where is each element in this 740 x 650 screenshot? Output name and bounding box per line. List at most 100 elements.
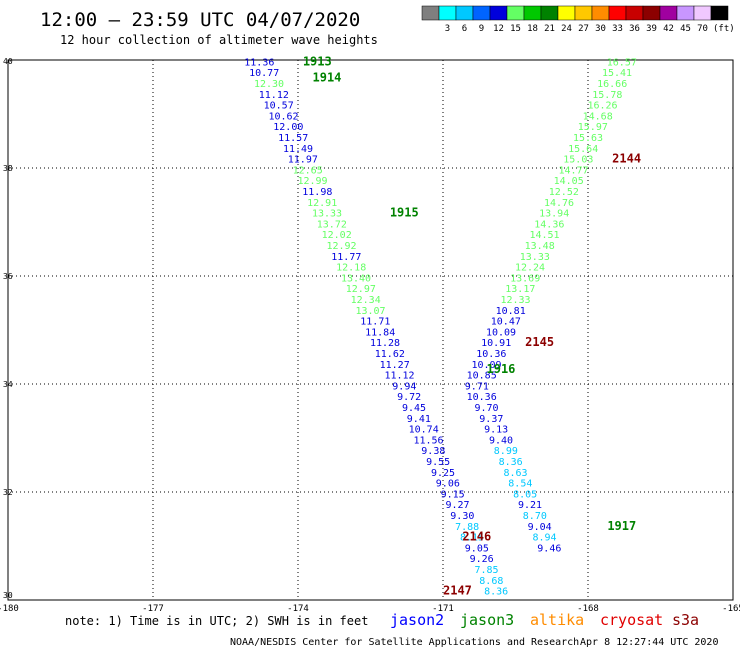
swh-value-label: 10.36 — [476, 349, 506, 360]
swh-value-label: 10.47 — [491, 317, 521, 328]
swh-value-label: 9.37 — [479, 414, 503, 425]
swh-value-label: 8.63 — [503, 468, 527, 479]
swh-value-label: 8.70 — [523, 511, 547, 522]
plot-area: -180 -177 -174 -171 -168 -165 30 32 34 36 38 40 11.3… — [0, 54, 740, 614]
swh-value-label: 10.62 — [268, 111, 298, 122]
swh-value-label: 15.41 — [602, 68, 632, 79]
swh-value-label: 9.94 — [392, 381, 416, 392]
legend-swatch — [455, 5, 474, 21]
time-label: 2147 — [443, 584, 472, 598]
swh-value-label: 10.91 — [481, 338, 511, 349]
swh-value-label: 11.12 — [384, 371, 414, 382]
swh-value-label: 10.77 — [249, 68, 279, 79]
swh-value-label: 9.13 — [484, 425, 508, 436]
swh-value-label: 9.41 — [407, 414, 431, 425]
swh-value-label: 10.74 — [409, 425, 439, 436]
swh-value-label: 9.46 — [537, 543, 561, 554]
satellite-label: altika — [530, 611, 584, 629]
swh-value-label: 10.85 — [467, 371, 497, 382]
swh-value-label: 15.78 — [592, 90, 622, 101]
legend-label: 3 — [445, 24, 450, 34]
swh-value-label: 9.40 — [489, 435, 513, 446]
swh-value-label: 8.99 — [494, 446, 518, 457]
swh-value-label: 9.25 — [431, 468, 455, 479]
legend-label: 24 — [561, 24, 572, 34]
swh-value-label: 12.30 — [254, 79, 284, 90]
swh-value-label: 11.71 — [360, 317, 390, 328]
legend-swatch — [676, 5, 695, 21]
x-tick-label: -180 — [0, 604, 19, 614]
swh-value-label: 13.07 — [355, 306, 385, 317]
swh-value-label: 8.36 — [484, 587, 508, 598]
swh-value-label: 14.51 — [529, 230, 559, 241]
footer-credit: NOAA/NESDIS Center for Satellite Applica… — [230, 637, 579, 648]
chart-title: 12:00 – 23:59 UTC 04/07/2020 — [40, 9, 360, 31]
legend-label: 12 — [493, 24, 504, 34]
swh-value-label: 14.05 — [554, 176, 584, 187]
swh-value-label: 7.88 — [455, 522, 479, 533]
swh-value-label: 13.17 — [505, 284, 535, 295]
legend-label: 21 — [544, 24, 555, 34]
swh-value-label: 13.33 — [312, 209, 342, 220]
legend-swatch — [540, 5, 559, 21]
swh-value-label: 13.94 — [539, 209, 569, 220]
legend-swatch — [625, 5, 644, 21]
swh-value-label: 14.77 — [558, 165, 588, 176]
y-tick-label: 30 — [3, 591, 13, 600]
legend-swatch — [489, 5, 508, 21]
swh-value-label: 15.03 — [563, 155, 593, 166]
y-tick-label: 32 — [3, 488, 13, 497]
legend-swatch — [659, 5, 678, 21]
swh-value-label: 12.00 — [273, 122, 303, 133]
swh-value-label: 9.70 — [474, 403, 498, 414]
swh-value-label: 12.91 — [307, 198, 337, 209]
footer-timestamp: Apr 8 12:27:44 UTC 2020 — [580, 637, 718, 648]
footer-note: note: 1) Time is in UTC; 2) SWH is in fe… — [65, 614, 368, 628]
legend-swatch — [642, 5, 661, 21]
swh-value-label: 7.85 — [474, 565, 498, 576]
swh-value-label: 12.33 — [500, 295, 530, 306]
legend-swatch — [472, 5, 491, 21]
swh-value-label: 13.40 — [341, 273, 371, 284]
legend-swatch — [438, 5, 457, 21]
swh-value-label: 10.81 — [496, 306, 526, 317]
swh-value-label: 9.04 — [528, 522, 552, 533]
satellite-label: jason2 — [390, 611, 444, 629]
swh-value-label: 10.09 — [471, 360, 501, 371]
legend-label: 30 — [595, 24, 606, 34]
swh-value-label: 9.15 — [441, 489, 465, 500]
swh-value-label: 9.38 — [421, 446, 445, 457]
legend-label: 15 — [510, 24, 521, 34]
swh-value-label: 11.49 — [283, 144, 313, 155]
swh-value-label: 9.30 — [450, 511, 474, 522]
swh-value-label: 9.45 — [402, 403, 426, 414]
legend-label: 45 — [680, 24, 691, 34]
legend-label: 9 — [479, 24, 484, 34]
time-label: 1917 — [607, 519, 636, 533]
legend-swatch — [574, 5, 593, 21]
swh-value-label: 12.24 — [515, 263, 545, 274]
time-label: 1916 — [487, 362, 516, 376]
swh-value-label: 16.57 — [607, 57, 637, 68]
legend-swatch — [421, 5, 440, 21]
x-tick-label: -171 — [432, 604, 454, 614]
swh-value-label: 15.97 — [578, 122, 608, 133]
satellite-label: cryosat — [600, 611, 663, 629]
swh-value-label: 14.68 — [583, 111, 613, 122]
swh-value-label: 11.27 — [380, 360, 410, 371]
legend-label: 70 — [697, 24, 708, 34]
y-tick-label: 40 — [3, 57, 13, 66]
swh-value-label: 14.76 — [544, 198, 574, 209]
time-label: 1913 — [303, 54, 332, 68]
swh-value-label: 10.36 — [467, 392, 497, 403]
swh-value-label: 11.56 — [413, 435, 443, 446]
time-label: 2144 — [612, 152, 641, 166]
swh-value-label: 11.97 — [288, 155, 318, 166]
swh-value-label: 9.71 — [465, 381, 489, 392]
swh-value-label: 9.55 — [426, 457, 450, 468]
swh-value-label: 12.92 — [326, 241, 356, 252]
swh-value-label: 11.98 — [302, 187, 332, 198]
legend-swatch — [591, 5, 610, 21]
swh-value-label: 8.94 — [532, 533, 556, 544]
